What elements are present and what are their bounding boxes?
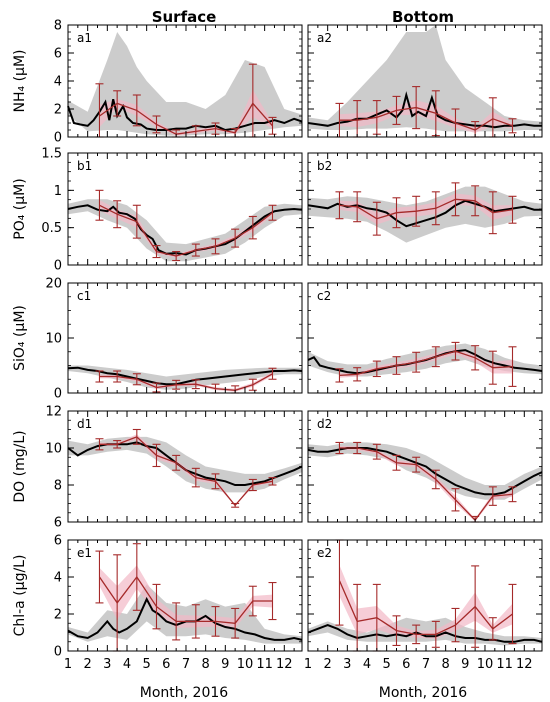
observation-band bbox=[339, 565, 513, 639]
panels: NH₄ (μM) a1 0 2 4 6 8 a2 PO₄ (μM) b1 0 0.5 1 1.5 b2 SiO… bbox=[12, 19, 543, 672]
model-range-band bbox=[308, 25, 542, 132]
y-tick-label: 1.5 bbox=[41, 147, 62, 162]
y-tick-label: 2 bbox=[54, 103, 62, 118]
observation-line bbox=[99, 204, 273, 257]
x-axis-label-left: Month, 2016 bbox=[140, 685, 229, 701]
y-axis-label-SiO4: SiO₄ (μM) bbox=[12, 305, 28, 371]
x-tick-label: 7 bbox=[422, 657, 430, 672]
y-tick-label: 10 bbox=[45, 442, 62, 457]
panel-c1: c1 0 10 20 bbox=[45, 277, 303, 402]
x-tick-label: 9 bbox=[461, 657, 469, 672]
panel-d2: d2 bbox=[307, 410, 543, 523]
panel-label: b1 bbox=[77, 159, 92, 173]
model-range-band bbox=[68, 436, 302, 493]
observation-line bbox=[339, 198, 513, 220]
y-axis-label-NH4: NH₄ (μM) bbox=[12, 50, 28, 113]
y-tick-label: 0.5 bbox=[41, 221, 62, 236]
x-axis-label-right: Month, 2016 bbox=[379, 685, 468, 701]
panel-label: c2 bbox=[317, 289, 331, 303]
panel-label: d2 bbox=[317, 417, 332, 431]
x-tick-label: 12 bbox=[276, 657, 293, 672]
model-range-band bbox=[68, 584, 302, 644]
y-tick-label: 0 bbox=[54, 645, 62, 660]
y-tick-label: 0 bbox=[54, 259, 62, 274]
y-tick-label: 1 bbox=[54, 184, 62, 199]
y-tick-label: 10 bbox=[45, 332, 62, 347]
x-tick-label: 8 bbox=[442, 657, 450, 672]
x-tick-label: 8 bbox=[202, 657, 210, 672]
panel-label: c1 bbox=[77, 289, 91, 303]
model-range-band bbox=[68, 365, 302, 390]
y-tick-label: 8 bbox=[54, 479, 62, 494]
y-tick-label: 4 bbox=[54, 571, 62, 586]
x-tick-label: 11 bbox=[256, 657, 273, 672]
column-title-bottom: Bottom bbox=[392, 8, 454, 26]
model-line bbox=[307, 624, 543, 643]
observation-line bbox=[338, 580, 513, 636]
x-tick-label: 6 bbox=[402, 657, 410, 672]
panel-label: e1 bbox=[77, 546, 92, 560]
x-tick-label: 10 bbox=[477, 657, 494, 672]
y-tick-label: 0 bbox=[54, 131, 62, 146]
model-line bbox=[67, 366, 303, 386]
x-tick-label: 7 bbox=[182, 657, 190, 672]
x-tick-label: 1 bbox=[64, 657, 72, 672]
observation-line bbox=[339, 350, 513, 377]
panel-b1: b1 0 0.5 1 1.5 bbox=[41, 147, 303, 274]
y-axis-label-DO: DO (mg/L) bbox=[12, 430, 28, 502]
x-tick-label: 2 bbox=[84, 657, 92, 672]
x-tick-label: 2 bbox=[324, 657, 332, 672]
panel-label: a2 bbox=[317, 31, 332, 45]
observation-band bbox=[99, 89, 273, 136]
y-tick-label: 12 bbox=[45, 405, 62, 420]
panel-b2: b2 bbox=[307, 152, 543, 266]
x-tick-label: 4 bbox=[123, 657, 131, 672]
panel-label: a1 bbox=[77, 31, 92, 45]
x-tick-label: 5 bbox=[383, 657, 391, 672]
panel-label: e2 bbox=[317, 546, 332, 560]
y-tick-label: 0 bbox=[54, 387, 62, 402]
y-tick-label: 6 bbox=[54, 47, 62, 62]
y-tick-label: 20 bbox=[45, 277, 62, 292]
y-tick-label: 2 bbox=[54, 608, 62, 623]
panel-e2: e21 2 3 4 5 6 7 8 9 10 11 12 bbox=[304, 539, 543, 672]
panel-a1: a1 0 2 4 6 8 bbox=[54, 19, 303, 146]
x-tick-label: 12 bbox=[516, 657, 533, 672]
observation-line bbox=[98, 575, 273, 624]
panel-label: b2 bbox=[317, 159, 332, 173]
x-tick-label: 5 bbox=[143, 657, 151, 672]
y-axis-label-PO4: PO₄ (μM) bbox=[12, 178, 28, 239]
x-tick-label: 9 bbox=[221, 657, 229, 672]
panel-a2: a2 bbox=[307, 24, 543, 138]
column-title-surface: Surface bbox=[152, 8, 217, 26]
observation-line bbox=[99, 436, 273, 507]
x-tick-label: 3 bbox=[343, 657, 351, 672]
x-tick-label: 6 bbox=[162, 657, 170, 672]
model-line bbox=[307, 199, 542, 228]
observation-band bbox=[99, 200, 273, 258]
x-tick-label: 1 bbox=[304, 657, 312, 672]
x-tick-label: 4 bbox=[363, 657, 371, 672]
x-tick-label: 11 bbox=[496, 657, 513, 672]
panel-d1: d1 6 8 10 12 bbox=[45, 405, 303, 531]
observation-line bbox=[99, 373, 273, 391]
observation-band bbox=[99, 565, 273, 629]
y-axis-label-Chla: Chl-a (μg/L) bbox=[12, 555, 28, 637]
x-tick-label: 10 bbox=[237, 657, 254, 672]
y-tick-label: 8 bbox=[54, 19, 62, 34]
model-line bbox=[67, 204, 303, 256]
y-tick-label: 6 bbox=[54, 534, 62, 549]
x-tick-label: 3 bbox=[103, 657, 111, 672]
y-tick-label: 6 bbox=[54, 516, 62, 531]
panel-c2: c2 bbox=[307, 282, 543, 394]
panel-label: d1 bbox=[77, 417, 92, 431]
observation-line bbox=[339, 447, 513, 522]
y-tick-label: 4 bbox=[54, 75, 62, 90]
observation-line bbox=[339, 106, 513, 131]
